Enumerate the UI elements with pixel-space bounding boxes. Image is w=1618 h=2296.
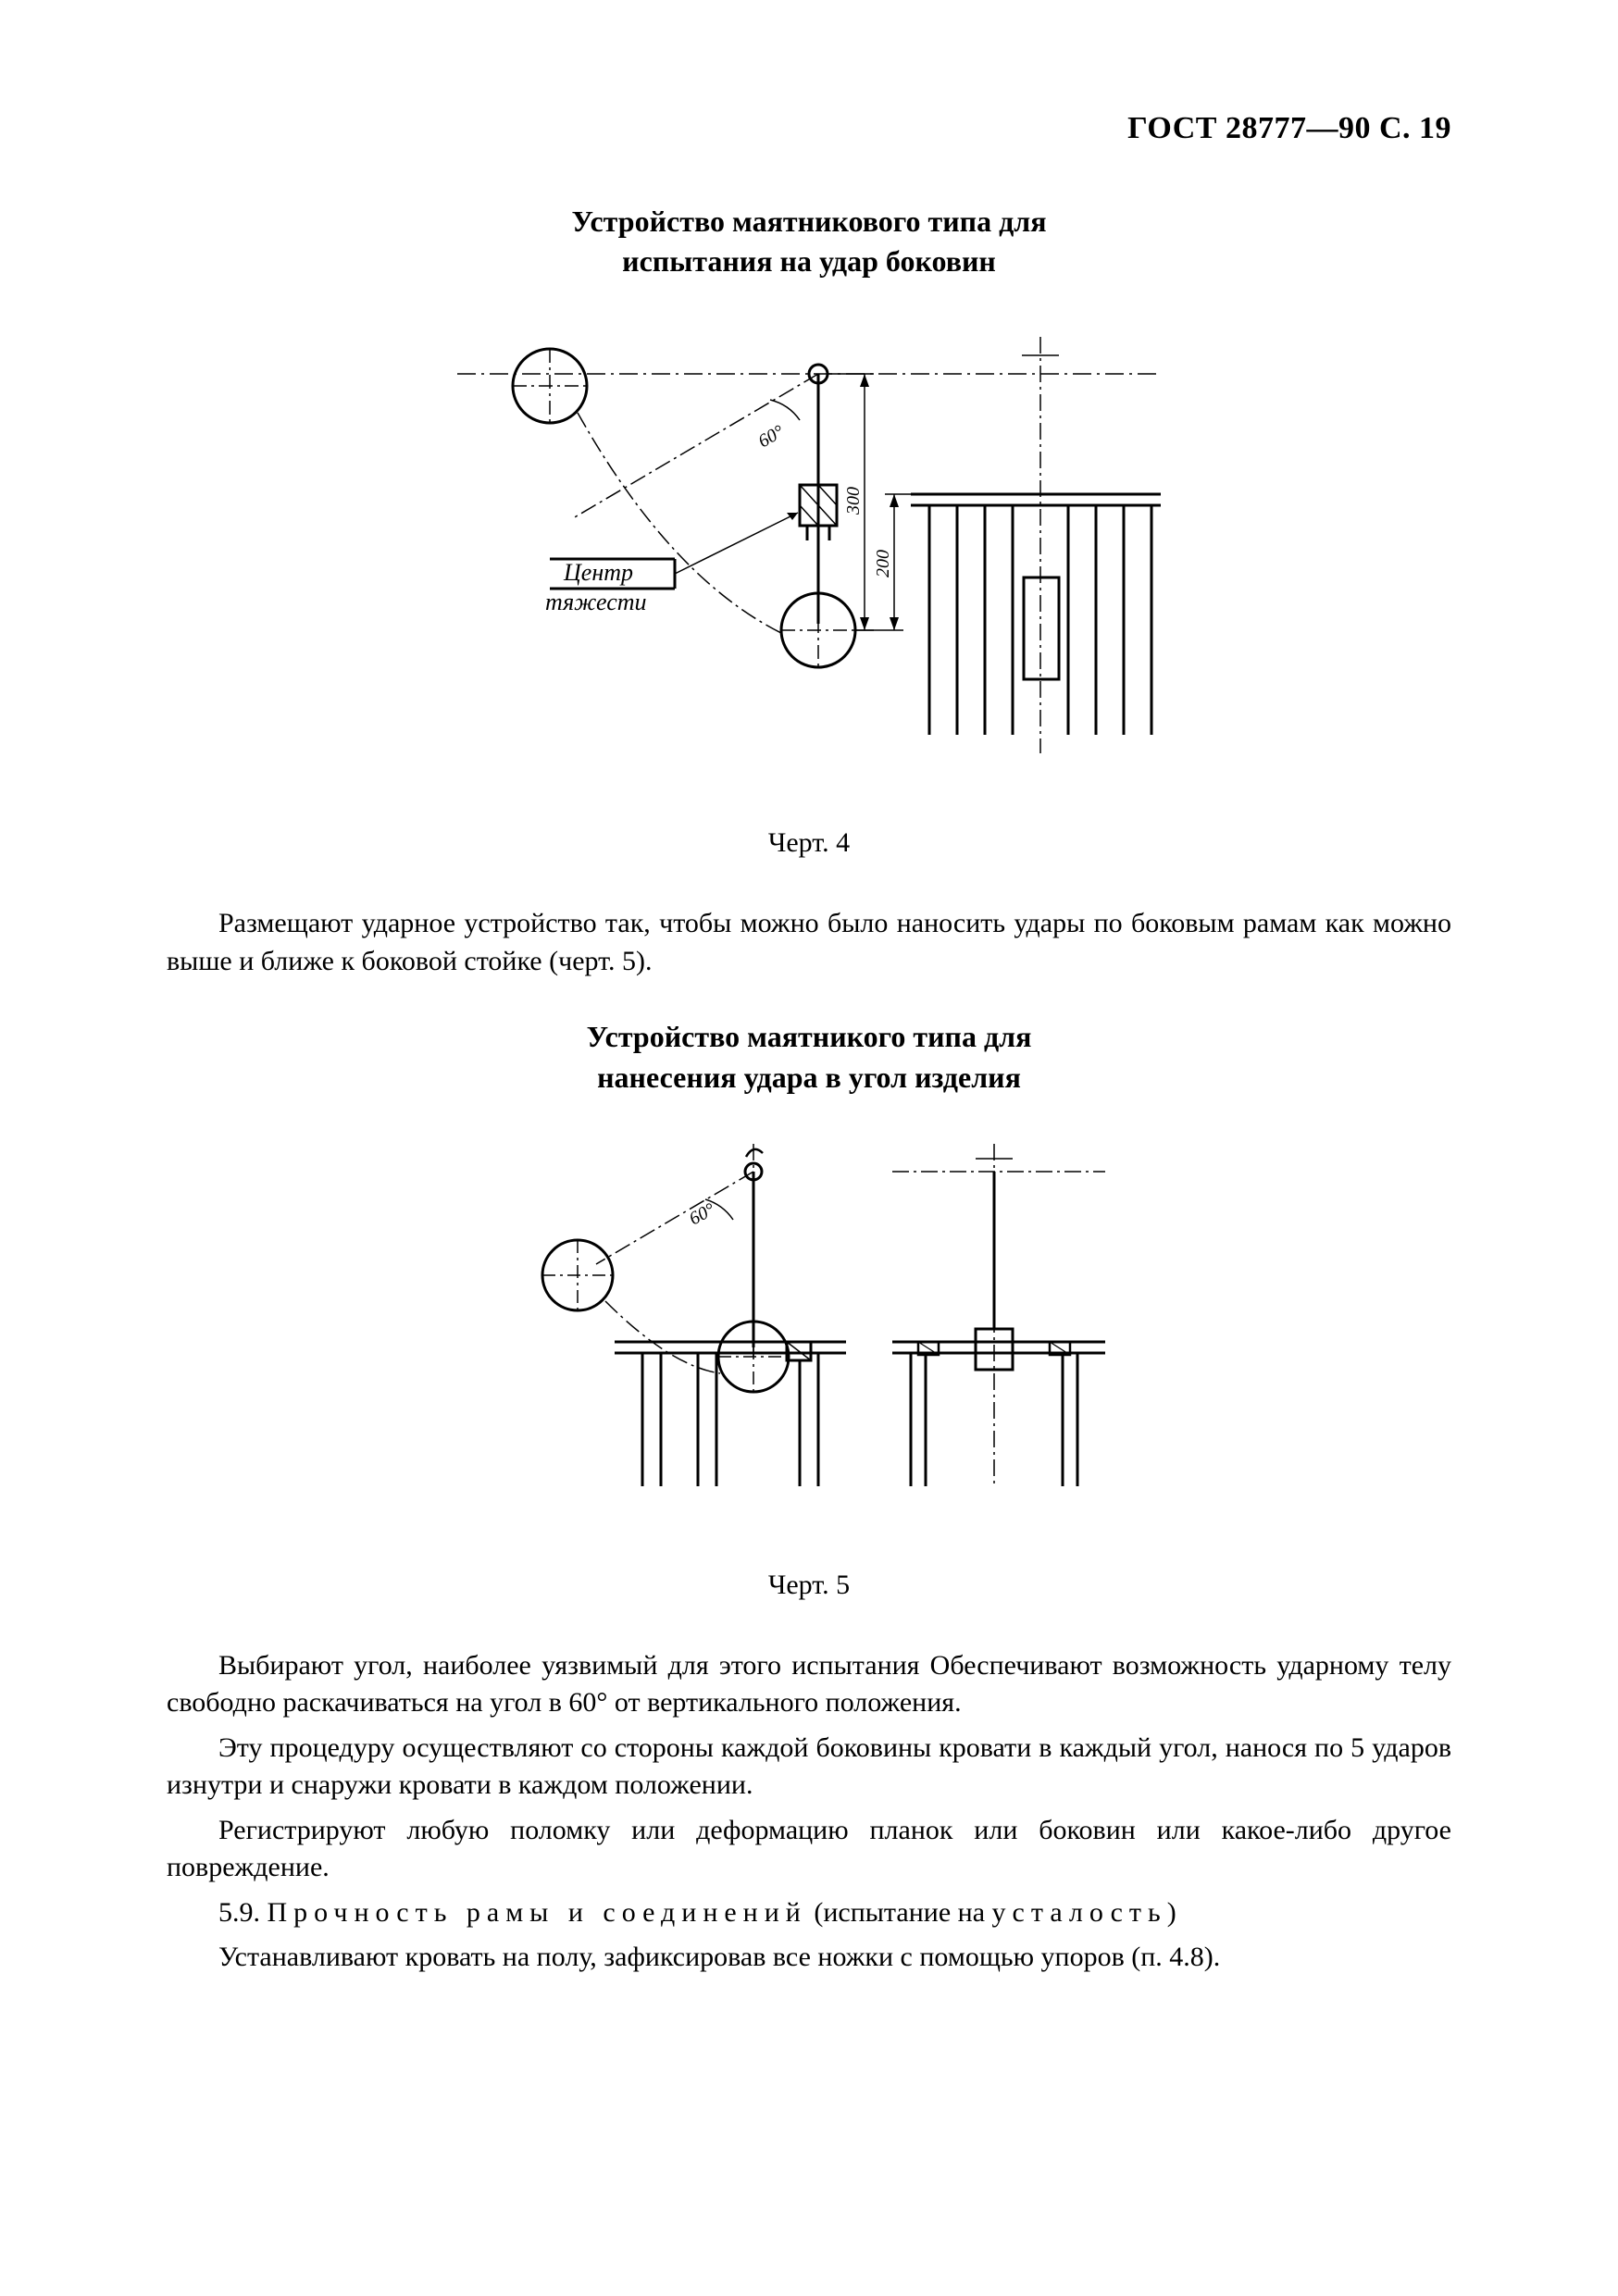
para5-spaced2: ус­талость: [992, 1897, 1167, 1928]
figure4-svg: Центр тяжести 60° 300 200: [392, 300, 1226, 800]
para5-prefix: 5.9.: [218, 1897, 268, 1928]
paragraph-3: Эту процедуру осуществляют со стороны ка…: [167, 1730, 1451, 1805]
fig5-angle-label: 60°: [686, 1199, 718, 1230]
paragraph-1: Размещают ударное устройство так, чтобы …: [167, 905, 1451, 980]
figure5-title-line1: Устройство маятникого типа для: [587, 1020, 1032, 1053]
page-container: ГОСТ 28777—90 С. 19 Устройство маятников…: [0, 0, 1618, 2296]
fig4-center-label2: тяжести: [545, 589, 647, 615]
figure4-caption: Черт. 4: [167, 827, 1451, 859]
figure4-title-line2: испытания на удар боковин: [622, 244, 996, 278]
fig4-dim300: 300: [843, 487, 864, 515]
paragraph-2: Выбирают угол, наиболее уязвимый для это…: [167, 1647, 1451, 1722]
paragraph-4: Регистрируют любую поломку или деформаци…: [167, 1812, 1451, 1887]
para5-mid: (испытание на: [807, 1897, 992, 1928]
figure5-caption: Черт. 5: [167, 1570, 1451, 1601]
figure4-title-line1: Устройство маятникового типа для: [571, 205, 1046, 238]
para5-spaced1: Прочность рамы и соединений: [268, 1897, 807, 1928]
fig4-angle-label: 60°: [755, 422, 788, 453]
paragraph-6: Устанавливают кровать на полу, зафиксиро…: [167, 1939, 1451, 1977]
figure5-title: Устройство маятникого типа для нанесения…: [392, 1017, 1226, 1097]
paragraph-5: 5.9. Прочность рамы и соединений (испыта…: [167, 1894, 1451, 1932]
page-header: ГОСТ 28777—90 С. 19: [167, 111, 1451, 146]
figure5-diagram: 60°: [167, 1116, 1451, 1523]
para5-suffix: ): [1167, 1897, 1176, 1928]
fig4-dim200: 200: [873, 550, 893, 577]
figure5-svg: 60°: [457, 1116, 1161, 1523]
fig4-center-label1: Центр: [563, 559, 633, 586]
figure4-title: Устройство маятникового типа для испытан…: [392, 202, 1226, 281]
figure4-diagram: Центр тяжести 60° 300 200: [167, 300, 1451, 800]
figure5-title-line2: нанесения удара в угол изделия: [597, 1061, 1021, 1094]
